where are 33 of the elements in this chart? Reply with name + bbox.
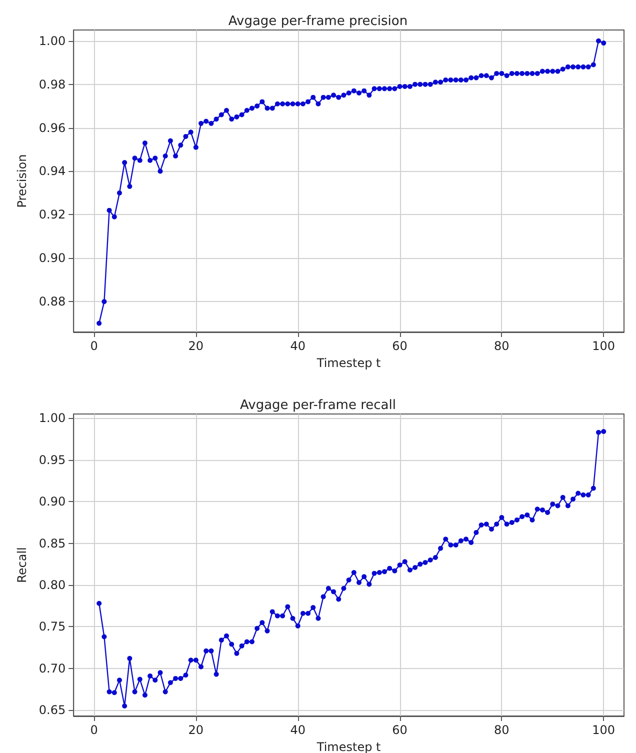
y-tick-label: 0.94 xyxy=(38,164,66,178)
x-axis-title: Timestep t xyxy=(316,356,382,370)
x-tick-label: 20 xyxy=(188,339,204,353)
x-tick-label: 100 xyxy=(592,339,616,353)
x-tick-label: 80 xyxy=(494,723,510,737)
x-tick-label: 40 xyxy=(290,723,306,737)
y-tick-label: 0.90 xyxy=(38,251,66,266)
y-axis-title: Precision xyxy=(15,154,29,208)
y-tick-label: 1.00 xyxy=(38,34,66,48)
x-tick-label: 100 xyxy=(592,723,616,737)
y-tick-label: 0.80 xyxy=(38,578,66,592)
x-tick-label: 20 xyxy=(188,723,204,737)
y-tick-label: 0.88 xyxy=(38,294,66,309)
x-tick-label: 60 xyxy=(392,339,408,353)
x-tick-label: 80 xyxy=(494,339,510,353)
y-tick-label: 0.85 xyxy=(38,536,66,550)
y-tick-label: 0.90 xyxy=(38,494,66,509)
y-tick-label: 0.95 xyxy=(38,452,66,467)
x-axis-title: Timestep t xyxy=(316,740,382,753)
x-tick-label: 60 xyxy=(392,723,408,737)
chart-title: Avgage per-frame precision xyxy=(228,14,408,29)
y-tick-label: 0.65 xyxy=(38,703,66,718)
y-tick-label: 0.75 xyxy=(38,620,66,634)
y-tick-label: 0.70 xyxy=(38,661,66,676)
x-tick-label: 40 xyxy=(290,339,306,353)
y-tick-label: 1.00 xyxy=(38,411,66,426)
x-tick-label: 0 xyxy=(90,339,98,353)
y-axis-title: Recall xyxy=(15,547,29,583)
x-tick-label: 0 xyxy=(90,723,98,737)
chart-title: Avgage per-frame recall xyxy=(240,398,396,413)
y-tick-label: 0.96 xyxy=(38,120,66,135)
y-tick-label: 0.98 xyxy=(38,77,66,92)
y-tick-label: 0.92 xyxy=(38,208,66,222)
